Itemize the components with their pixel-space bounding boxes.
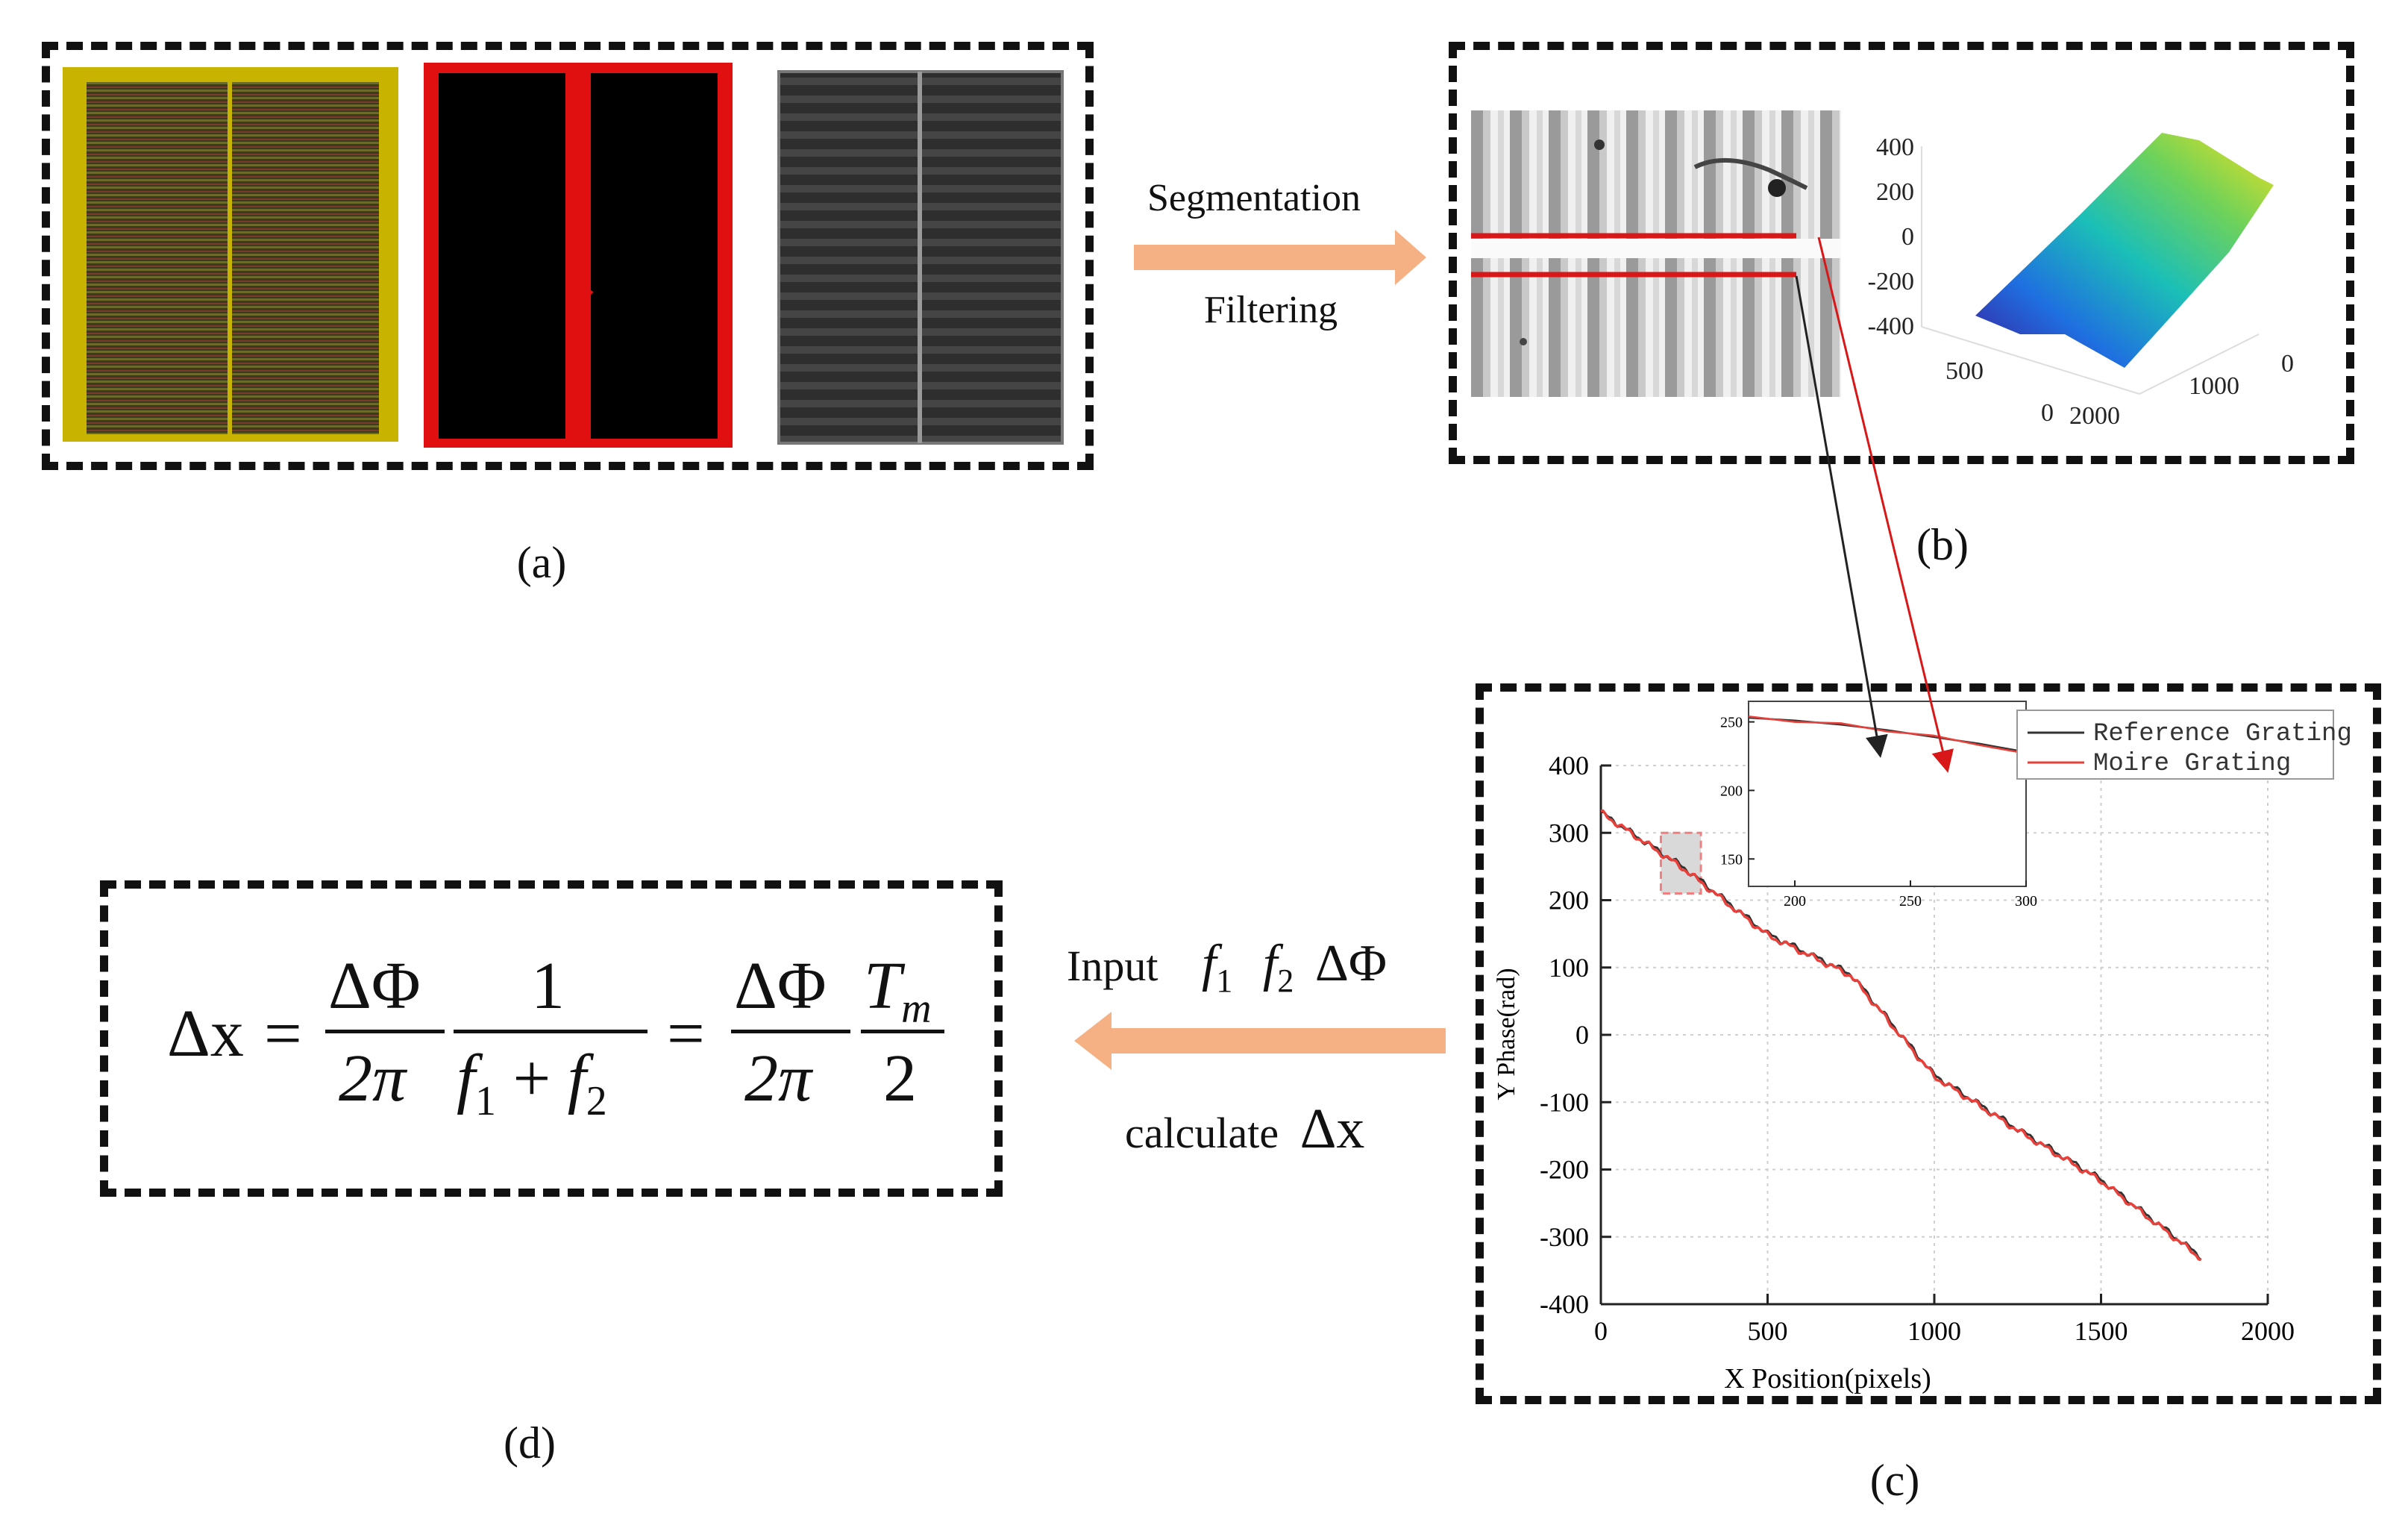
- frac1-den: 2π: [339, 1042, 407, 1115]
- frac4-bar: [861, 1030, 944, 1033]
- legend-reference: Reference Grating: [2093, 720, 2352, 748]
- legend-moire: Moire Grating: [2093, 750, 2291, 778]
- symbol-dphi: ΔΦ: [1314, 935, 1388, 992]
- y-tick-label: -100: [1540, 1087, 1589, 1117]
- series-line-moire: [1600, 809, 2202, 1262]
- surface-3d-plot: 400 200 0 -200 -400 500 0 2000 1000 0: [1868, 133, 2294, 430]
- z-tick: -200: [1868, 268, 1914, 295]
- inset-y-tick-label: 150: [1720, 851, 1743, 868]
- x-axis-label: X Position(pixels): [1724, 1363, 1931, 1394]
- z-tick: 200: [1876, 178, 1914, 206]
- formula-lhs: Δx: [167, 997, 244, 1071]
- caption-d: (d): [504, 1418, 556, 1468]
- symbol-delta-x: Δx: [1299, 1098, 1365, 1160]
- inset-series-line-moire: [1748, 715, 2027, 755]
- frac2-bar: [454, 1030, 648, 1033]
- calculate-label: calculate Δx: [1125, 1097, 1364, 1162]
- panel-a-images: [63, 63, 1064, 448]
- symbol-f2: f2: [1262, 935, 1294, 999]
- formula-equals: =: [264, 997, 302, 1071]
- frac3-bar: [731, 1030, 850, 1033]
- filtering-label: Filtering: [1204, 289, 1338, 331]
- y-tick-label: -300: [1540, 1222, 1589, 1252]
- y-tick: 0: [2281, 350, 2294, 378]
- frac2-num: 1: [531, 949, 565, 1023]
- z-tick: 400: [1876, 134, 1914, 161]
- x-tick: 500: [1945, 357, 1984, 385]
- caption-a: (a): [516, 538, 567, 587]
- frac3-num: ΔΦ: [734, 949, 827, 1023]
- inset-y-tick-label: 200: [1720, 783, 1743, 799]
- y-tick-label: 300: [1549, 818, 1589, 848]
- input-label: Input f1 f2 ΔΦ: [1067, 934, 1387, 1000]
- x-tick-label: 1000: [1907, 1316, 1961, 1346]
- symbol-f1: f1: [1201, 935, 1233, 999]
- calculate-word: calculate: [1125, 1109, 1279, 1157]
- formula-equals-2: =: [667, 997, 705, 1071]
- frac4-num: Tm: [864, 949, 932, 1032]
- frac2-den: f1 + f2: [457, 1042, 607, 1124]
- y-tick-label: 200: [1549, 886, 1589, 915]
- frac3-den: 2π: [744, 1042, 812, 1115]
- caption-c: (c): [1869, 1456, 1920, 1505]
- y-tick: 1000: [2189, 372, 2239, 400]
- z-tick: -400: [1868, 313, 1914, 340]
- zoom-region: [1659, 831, 1702, 895]
- frac1-bar: [325, 1030, 445, 1033]
- input-word: Input: [1067, 942, 1158, 990]
- arrow-left: [1074, 1012, 1446, 1070]
- inset-x-tick-label: 250: [1899, 893, 1922, 909]
- inset-x-tick-label: 200: [1784, 893, 1806, 909]
- caption-b: (b): [1916, 520, 1969, 569]
- z-tick: 0: [1901, 223, 1914, 251]
- y-tick-label: -400: [1540, 1289, 1589, 1319]
- segmentation-label: Segmentation: [1147, 177, 1361, 219]
- x-tick-label: 1500: [2075, 1316, 2128, 1346]
- y-tick-label: -200: [1540, 1155, 1589, 1185]
- x-tick-label: 2000: [2241, 1316, 2295, 1346]
- x-tick: 0: [2041, 399, 2054, 427]
- segmentation-mask: [424, 63, 733, 448]
- y-tick: 2000: [2069, 402, 2120, 430]
- panel-d-frame: [100, 880, 1003, 1197]
- inset-series-line-reference: [1748, 716, 2027, 754]
- frac1-num: ΔΦ: [328, 949, 421, 1023]
- x-tick-label: 0: [1594, 1316, 1608, 1346]
- phase-chart: 0 500 1000 1500 20004003002001000-100-200-30…: [1493, 701, 2352, 1394]
- y-tick-label: 100: [1549, 953, 1589, 983]
- y-tick-label: 0: [1575, 1020, 1589, 1050]
- arrow-right: [1134, 230, 1426, 285]
- frac4-den: 2: [883, 1042, 917, 1115]
- x-tick-label: 500: [1748, 1316, 1788, 1346]
- chart-legend: Reference Grating Moire Grating: [2016, 710, 2352, 780]
- phase-surface: [1975, 133, 2274, 368]
- inset-y-tick-label: 250: [1720, 715, 1743, 731]
- formula: Δx = ΔΦ 2π 1 f1 + f2 = ΔΦ 2π Tm 2: [160, 930, 988, 1153]
- y-axis-label: Y Phase(rad): [1493, 968, 1520, 1100]
- inset-x-tick-label: 300: [2015, 893, 2037, 909]
- fringe-image: [1471, 110, 1841, 397]
- y-tick-label: 400: [1549, 751, 1589, 780]
